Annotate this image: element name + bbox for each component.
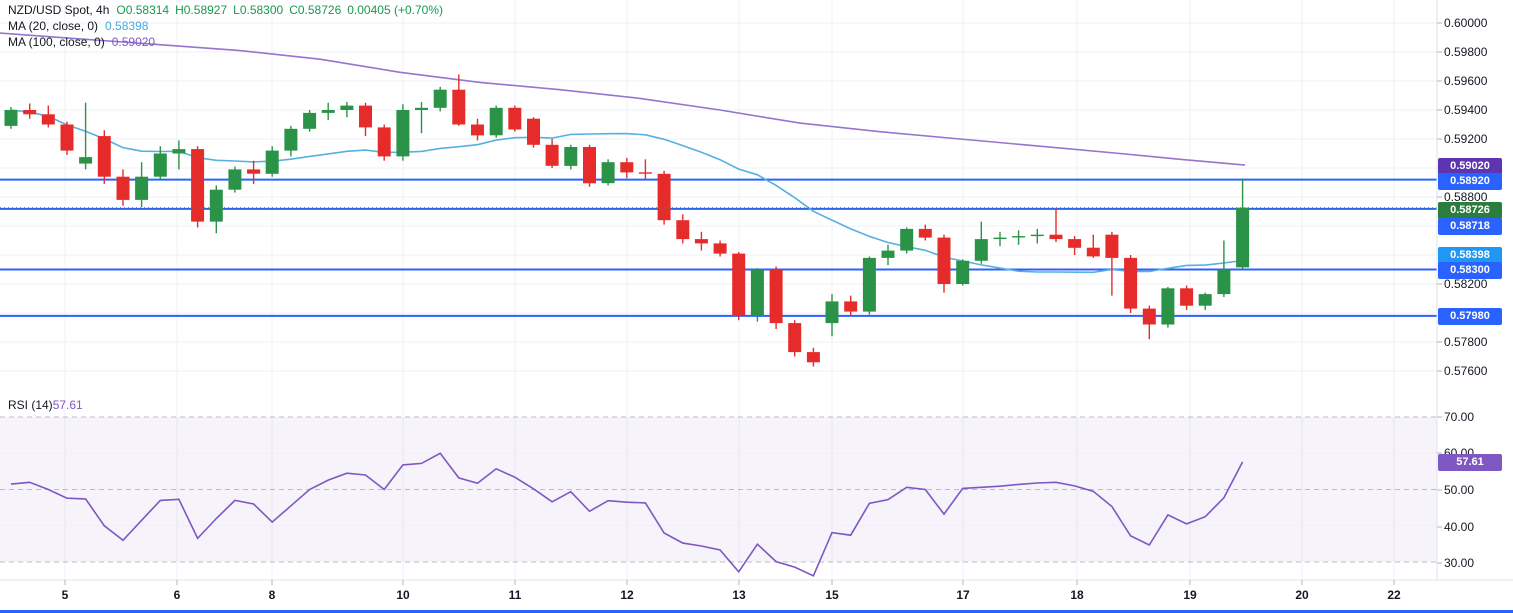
price-tick-label: 0.59800 bbox=[1444, 45, 1488, 59]
price-tick-label: 0.58800 bbox=[1444, 190, 1488, 204]
ma20-legend-row[interactable]: MA (20, close, 0) 0.58398 bbox=[8, 18, 449, 34]
time-tick-label: 6 bbox=[173, 588, 181, 602]
price-badge: 0.59020 bbox=[1438, 157, 1502, 175]
price-tick-label: 0.57800 bbox=[1444, 335, 1488, 349]
time-tick-label: 8 bbox=[268, 588, 276, 602]
price-tick-label: 70.00 bbox=[1444, 410, 1475, 424]
low-value: L0.58300 bbox=[233, 3, 284, 17]
high-value: H0.58927 bbox=[175, 3, 228, 17]
price-badge: 0.58718 bbox=[1438, 217, 1502, 235]
open-value: O0.58314 bbox=[116, 3, 170, 17]
legend: NZD/USD Spot, 4h O0.58314 H0.58927 L0.58300… bbox=[8, 2, 449, 50]
rsi-value: 57.61 bbox=[52, 398, 83, 412]
time-tick-label: 22 bbox=[1387, 588, 1401, 602]
ma100-label: MA (100, close, 0) bbox=[8, 35, 105, 49]
price-badge: 0.58726 bbox=[1438, 201, 1502, 219]
price-tick-label: 30.00 bbox=[1444, 556, 1475, 570]
time-tick-label: 10 bbox=[396, 588, 410, 602]
close-value: C0.58726 bbox=[289, 3, 342, 17]
price-tick-label: 40.00 bbox=[1444, 520, 1475, 534]
ma20-value: 0.58398 bbox=[105, 19, 149, 33]
time-tick-label: 18 bbox=[1070, 588, 1084, 602]
price-tick-label: 0.58200 bbox=[1444, 277, 1488, 291]
time-tick-label: 20 bbox=[1295, 588, 1309, 602]
price-tick-label: 0.59600 bbox=[1444, 74, 1488, 88]
price-tick-label: 0.59400 bbox=[1444, 103, 1488, 117]
price-tick-label: 0.60000 bbox=[1444, 16, 1488, 30]
time-scale[interactable]: 5 6 8 10 11 12 13 15 17 18 19 20 22 bbox=[0, 580, 1513, 613]
ma100-legend-row[interactable]: MA (100, close, 0) 0.59020 bbox=[8, 34, 449, 50]
price-badge: 0.58920 bbox=[1438, 172, 1502, 190]
time-tick-label: 17 bbox=[956, 588, 970, 602]
ma100-value: 0.59020 bbox=[111, 35, 156, 49]
price-badge: 57.61 bbox=[1438, 453, 1502, 471]
symbol-title: NZD/USD Spot, 4h bbox=[8, 3, 110, 17]
rsi-legend-row[interactable]: RSI (14)57.61 bbox=[8, 398, 83, 413]
time-tick-label: 15 bbox=[825, 588, 839, 602]
price-badge: 0.58398 bbox=[1438, 246, 1502, 264]
change-value: 0.00405 (+0.70%) bbox=[347, 3, 443, 17]
time-tick-label: 19 bbox=[1183, 588, 1197, 602]
time-tick-label: 13 bbox=[732, 588, 746, 602]
price-badge: 0.58300 bbox=[1438, 261, 1502, 279]
price-tick-label: 0.57600 bbox=[1444, 364, 1488, 378]
symbol-legend-row[interactable]: NZD/USD Spot, 4h O0.58314 H0.58927 L0.58300… bbox=[8, 2, 449, 18]
time-tick-label: 12 bbox=[620, 588, 634, 602]
price-tick-label: 50.00 bbox=[1444, 483, 1475, 497]
time-tick-label: 5 bbox=[61, 588, 69, 602]
price-badge: 0.57980 bbox=[1438, 307, 1502, 325]
ma20-label: MA (20, close, 0) bbox=[8, 19, 99, 33]
price-tick-label: 0.59200 bbox=[1444, 132, 1488, 146]
price-scale[interactable]: 0.60000 0.59800 0.59600 0.59400 0.59200 0.588… bbox=[1437, 0, 1513, 580]
time-tick-label: 11 bbox=[508, 588, 522, 602]
rsi-label: RSI (14) bbox=[8, 398, 53, 412]
